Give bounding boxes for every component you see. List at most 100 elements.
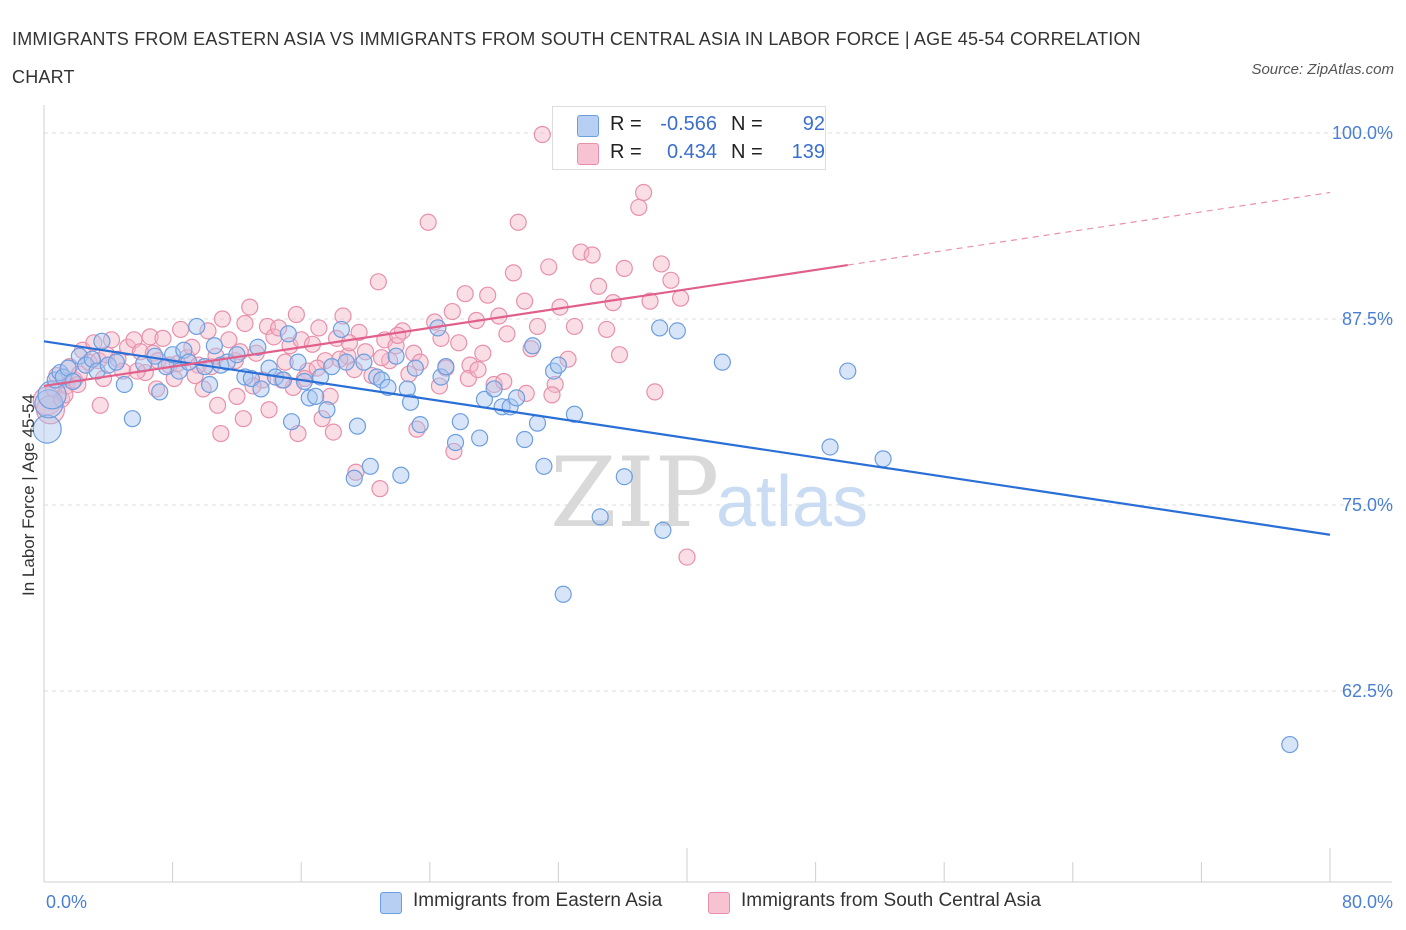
legend-swatch-blue xyxy=(577,115,599,137)
data-point xyxy=(93,332,111,350)
data-point xyxy=(324,423,342,441)
data-point xyxy=(54,368,72,386)
data-point xyxy=(199,322,217,340)
data-point xyxy=(713,353,731,371)
data-point xyxy=(432,368,450,386)
data-point xyxy=(107,353,125,371)
data-point xyxy=(347,463,365,481)
data-point xyxy=(188,317,206,336)
data-point xyxy=(1281,735,1299,754)
data-point xyxy=(508,389,526,407)
trend-line-south-central-asia-extension xyxy=(847,191,1331,266)
data-point xyxy=(839,362,857,380)
data-point xyxy=(228,387,246,405)
data-point xyxy=(474,344,492,362)
data-point xyxy=(265,328,283,346)
data-point xyxy=(874,450,892,468)
data-point xyxy=(671,289,690,307)
data-point xyxy=(389,326,407,344)
watermark-atlas: atlas xyxy=(716,462,868,542)
data-point xyxy=(583,246,601,264)
data-point xyxy=(604,294,622,312)
data-point xyxy=(469,360,487,379)
data-point xyxy=(147,380,166,398)
legend-r-label: R = xyxy=(610,113,642,135)
data-point xyxy=(318,401,336,419)
data-point xyxy=(662,271,680,289)
data-point xyxy=(368,368,386,386)
data-point xyxy=(572,243,590,261)
data-point xyxy=(91,396,109,414)
trend-line-eastern-asia xyxy=(43,340,1331,536)
data-point xyxy=(311,368,330,386)
data-point xyxy=(308,359,326,377)
data-point xyxy=(517,384,535,402)
series-legend-label: Immigrants from South Central Asia xyxy=(741,890,1041,911)
data-point xyxy=(70,347,88,365)
data-point xyxy=(610,346,629,364)
data-point xyxy=(274,371,293,389)
data-point xyxy=(406,359,424,377)
data-point xyxy=(540,258,558,276)
data-point xyxy=(300,389,318,407)
series-legend-label: Immigrants from Eastern Asia xyxy=(413,890,663,911)
data-point xyxy=(446,433,465,452)
data-point xyxy=(123,410,142,428)
data-point xyxy=(450,334,468,352)
data-point xyxy=(310,319,328,337)
data-point xyxy=(241,298,259,316)
legend-r-value: -0.566 xyxy=(660,113,717,135)
trend-line-south-central-asia xyxy=(43,263,848,388)
data-point xyxy=(615,259,633,278)
data-point xyxy=(485,380,503,398)
data-point xyxy=(479,286,497,304)
data-point xyxy=(323,358,341,376)
legend-n-label: N = xyxy=(731,113,763,135)
data-point xyxy=(598,320,616,339)
legend-n-value: 139 xyxy=(791,141,825,163)
data-point xyxy=(652,255,670,273)
data-point xyxy=(56,386,74,404)
data-point xyxy=(234,410,252,428)
data-point xyxy=(172,320,190,339)
data-point xyxy=(630,198,648,216)
chart-source: Source: ZipAtlas.com xyxy=(1251,61,1394,78)
data-point xyxy=(154,329,172,347)
data-point xyxy=(332,320,350,339)
data-point xyxy=(522,340,540,358)
data-point xyxy=(546,375,564,394)
data-point xyxy=(485,375,503,394)
data-point xyxy=(334,307,352,325)
y-tick-label: 87.5% xyxy=(1342,309,1393,329)
data-point xyxy=(37,380,67,410)
data-point xyxy=(401,393,420,411)
data-point xyxy=(456,285,474,303)
data-point xyxy=(205,337,223,355)
data-point xyxy=(668,322,686,340)
data-point xyxy=(392,466,410,484)
data-point xyxy=(516,430,534,449)
data-point xyxy=(276,353,294,371)
data-point xyxy=(220,331,238,349)
data-point xyxy=(32,414,62,444)
data-point xyxy=(249,338,267,356)
data-point xyxy=(524,337,542,355)
series-legend: Immigrants from Eastern Asia Immigrants … xyxy=(0,888,1406,916)
data-point xyxy=(141,328,159,346)
legend-swatch-pink xyxy=(577,143,599,165)
data-point xyxy=(471,429,489,447)
data-point xyxy=(516,292,534,310)
y-tick-label: 62.5% xyxy=(1342,681,1393,701)
data-point xyxy=(565,317,584,336)
data-point xyxy=(554,585,572,603)
data-point xyxy=(369,273,387,291)
trend-lines xyxy=(43,191,1331,536)
data-point xyxy=(535,457,553,475)
data-point xyxy=(355,353,373,371)
data-point xyxy=(164,346,182,364)
data-point xyxy=(589,277,608,295)
data-point xyxy=(228,346,246,364)
data-point xyxy=(371,480,389,498)
data-point xyxy=(151,383,169,401)
